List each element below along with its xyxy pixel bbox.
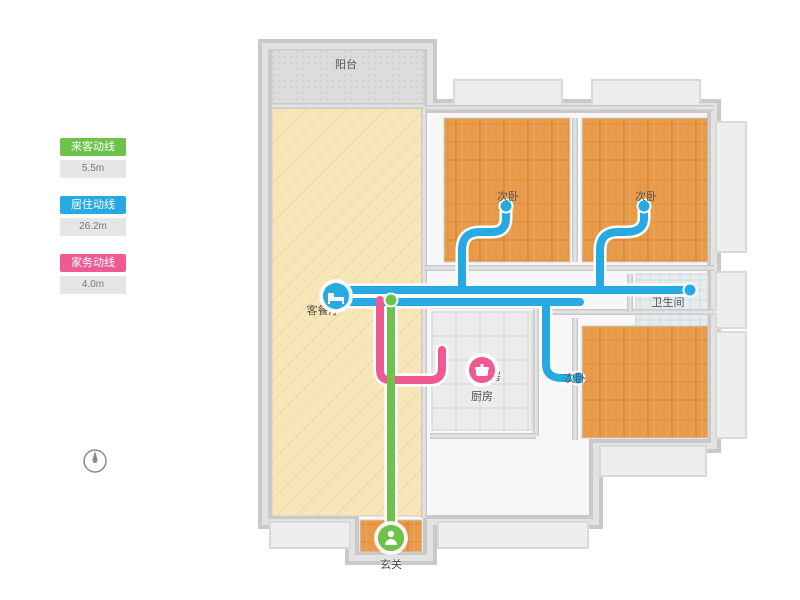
label-balcony: 阳台 <box>335 56 357 72</box>
label-bath: 卫生间 <box>652 294 685 310</box>
legend-value-live: 26.2m <box>60 218 126 236</box>
legend-label-guest: 来客动线 <box>60 138 126 156</box>
endpoint-kitchen-icon <box>469 357 495 383</box>
label-bed2: 次卧 <box>635 188 657 204</box>
room-bed3 <box>582 326 708 438</box>
legend: 来客动线 5.5m 居住动线 26.2m 家务动线 4.0m <box>60 138 126 312</box>
endpoint-entry-label: 玄关 <box>380 556 402 572</box>
endpoint-living-icon <box>323 283 349 309</box>
endpoint-kitchen-label: 厨房 <box>471 388 493 404</box>
legend-item-chore: 家务动线 4.0m <box>60 254 126 294</box>
legend-item-live: 居住动线 26.2m <box>60 196 126 236</box>
legend-label-live: 居住动线 <box>60 196 126 214</box>
label-bed3: 次卧 <box>564 370 586 386</box>
endpoint-entry-icon <box>378 525 404 551</box>
room-living <box>272 108 424 516</box>
floorplan-stage: 来客动线5.5m居住动线26.2m家务动线4.0m 阳台客餐厅次卧次卧卫生间次卧… <box>0 0 800 600</box>
label-bed1: 次卧 <box>497 188 519 204</box>
legend-item-guest: 来客动线 5.5m <box>60 138 126 178</box>
legend-label-chore: 家务动线 <box>60 254 126 272</box>
compass-icon <box>82 448 108 474</box>
legend-value-chore: 4.0m <box>60 276 126 294</box>
legend-value-guest: 5.5m <box>60 160 126 178</box>
